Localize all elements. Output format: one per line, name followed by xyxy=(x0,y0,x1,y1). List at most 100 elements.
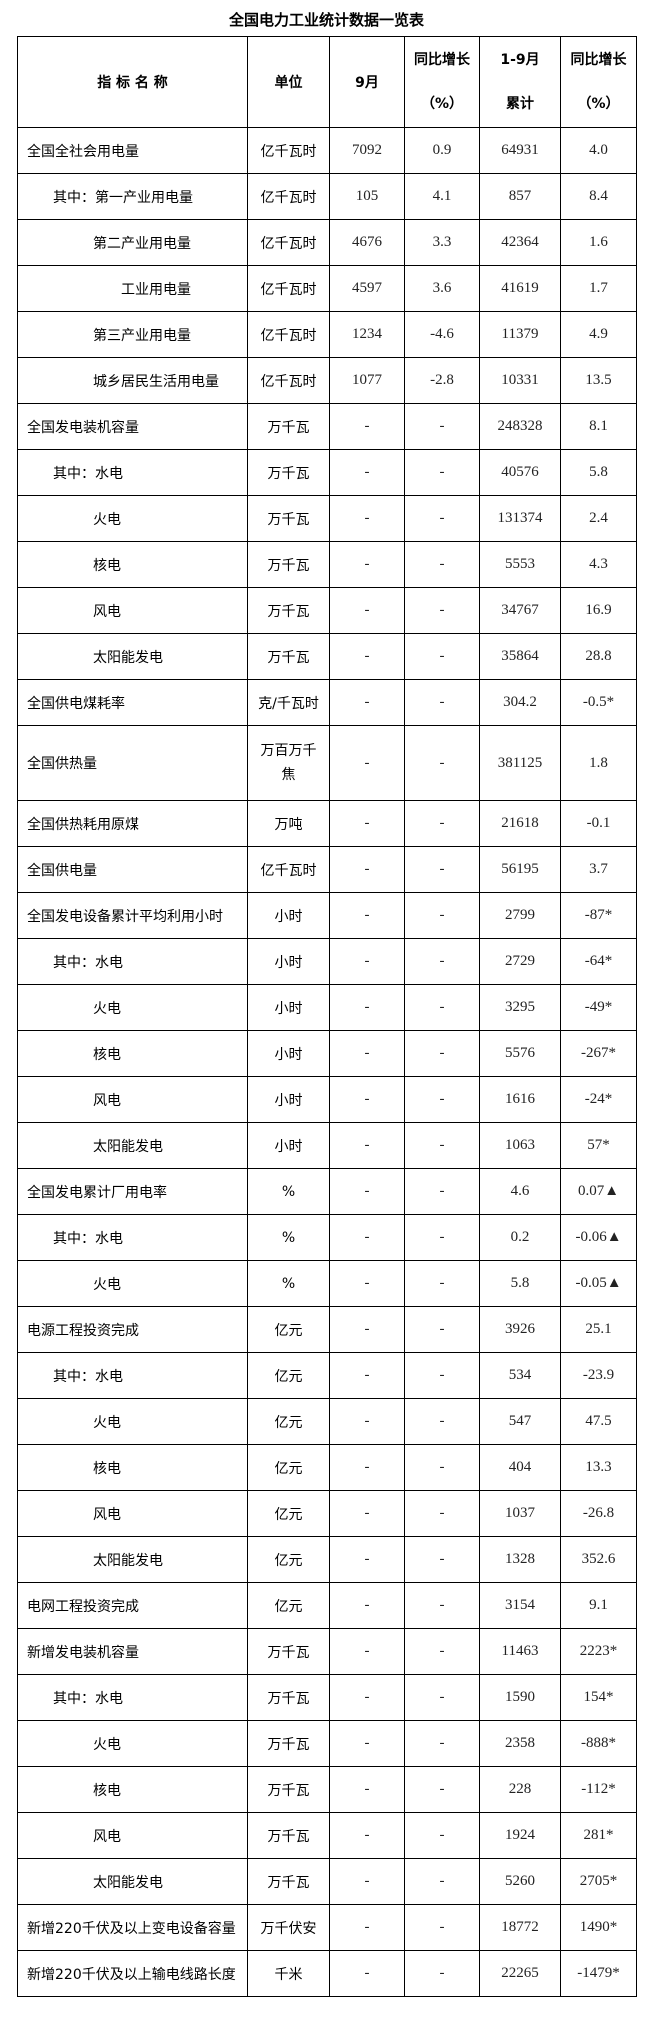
cumulative-yoy-value: 1.6 xyxy=(560,219,637,266)
month-value: - xyxy=(329,1858,405,1905)
indicator-name: 风电 xyxy=(17,1490,248,1537)
month-value: - xyxy=(329,679,405,726)
unit-cell: 亿元 xyxy=(247,1536,330,1583)
cumulative-value: 131374 xyxy=(479,495,561,542)
month-yoy-value: - xyxy=(404,1306,480,1353)
table-row: 太阳能发电 万千瓦 - -5260 2705* xyxy=(17,1858,637,1905)
unit-cell: 万千瓦 xyxy=(247,495,330,542)
indicator-name: 第三产业用电量 xyxy=(17,311,248,358)
cumulative-yoy-value: 8.1 xyxy=(560,403,637,450)
table-row: 第三产业用电量 亿千瓦时 1234 -4.6 11379 4.9 xyxy=(17,311,637,358)
cumulative-value: 5553 xyxy=(479,541,561,588)
unit-cell: 万千瓦 xyxy=(247,1674,330,1721)
cumulative-yoy-value: -0.05▲ xyxy=(560,1260,637,1307)
indicator-name: 其中：水电 xyxy=(17,449,248,496)
cumulative-yoy-value: 4.9 xyxy=(560,311,637,358)
cumulative-yoy-value: -24* xyxy=(560,1076,637,1123)
month-value: - xyxy=(329,403,405,450)
table-row: 风电 小时 - -1616 -24* xyxy=(17,1076,637,1123)
unit-cell: 亿千瓦时 xyxy=(247,219,330,266)
table-row: 太阳能发电 亿元 - -1328 352.6 xyxy=(17,1536,637,1583)
unit-cell: 亿元 xyxy=(247,1444,330,1491)
month-value: - xyxy=(329,1536,405,1583)
cumulative-value: 534 xyxy=(479,1352,561,1399)
table-row: 太阳能发电 万千瓦 - -35864 28.8 xyxy=(17,633,637,680)
month-value: - xyxy=(329,449,405,496)
cumulative-yoy-value: -1479* xyxy=(560,1950,637,1997)
cumulative-yoy-value: -87* xyxy=(560,892,637,939)
month-yoy-value: - xyxy=(404,1122,480,1169)
cumulative-yoy-value: -888* xyxy=(560,1720,637,1767)
month-value: 1234 xyxy=(329,311,405,358)
month-value: - xyxy=(329,1444,405,1491)
cumulative-yoy-value: -49* xyxy=(560,984,637,1031)
cumulative-value: 304.2 xyxy=(479,679,561,726)
month-value: - xyxy=(329,1076,405,1123)
cumulative-value: 0.2 xyxy=(479,1214,561,1261)
cumulative-yoy-value: 1.8 xyxy=(560,725,637,801)
unit-cell: 亿元 xyxy=(247,1352,330,1399)
unit-cell: 万千伏安 xyxy=(247,1904,330,1951)
unit-cell: 亿元 xyxy=(247,1582,330,1629)
unit-cell: 万吨 xyxy=(247,800,330,847)
statistics-table: 指 标 名 称 单位 9月 同比增长 （%） 1-9月 累计 同比增长 （%） 全国全… xyxy=(17,36,637,1997)
indicator-name: 全国发电装机容量 xyxy=(17,403,248,450)
cumulative-value: 2729 xyxy=(479,938,561,985)
cumulative-value: 56195 xyxy=(479,846,561,893)
table-row: 全国供电量 亿千瓦时 - -56195 3.7 xyxy=(17,846,637,893)
month-yoy-value: -4.6 xyxy=(404,311,480,358)
table-header-row: 指 标 名 称 单位 9月 同比增长 （%） 1-9月 累计 同比增长 （%） xyxy=(17,36,637,128)
unit-cell: % xyxy=(247,1214,330,1261)
month-yoy-value: 3.3 xyxy=(404,219,480,266)
month-value: 105 xyxy=(329,173,405,220)
indicator-name: 太阳能发电 xyxy=(17,1858,248,1905)
unit-cell: % xyxy=(247,1168,330,1215)
indicator-name: 火电 xyxy=(17,1398,248,1445)
unit-cell: 小时 xyxy=(247,892,330,939)
cumulative-yoy-value: 8.4 xyxy=(560,173,637,220)
cumulative-yoy-value: 4.0 xyxy=(560,127,637,174)
indicator-name: 火电 xyxy=(17,984,248,1031)
unit-line1: 万百万千 xyxy=(260,743,317,759)
month-yoy-value: - xyxy=(404,1582,480,1629)
table-row: 全国发电装机容量 万千瓦 - -248328 8.1 xyxy=(17,403,637,450)
month-yoy-value: - xyxy=(404,1674,480,1721)
unit-cell: 万千瓦 xyxy=(247,1858,330,1905)
indicator-name: 城乡居民生活用电量 xyxy=(17,357,248,404)
indicator-name: 其中：水电 xyxy=(17,938,248,985)
cumulative-value: 547 xyxy=(479,1398,561,1445)
month-yoy-value: 4.1 xyxy=(404,173,480,220)
table-row: 全国全社会用电量 亿千瓦时 7092 0.9 64931 4.0 xyxy=(17,127,637,174)
cumulative-value: 2358 xyxy=(479,1720,561,1767)
month-value: 4676 xyxy=(329,219,405,266)
month-yoy-value: - xyxy=(404,892,480,939)
table-row: 火电 万千瓦 - -131374 2.4 xyxy=(17,495,637,542)
month-yoy-value: - xyxy=(404,403,480,450)
month-yoy-value: - xyxy=(404,587,480,634)
cumulative-value: 34767 xyxy=(479,587,561,634)
unit-cell: 小时 xyxy=(247,1030,330,1077)
month-yoy-value: - xyxy=(404,1950,480,1997)
cumulative-value: 1328 xyxy=(479,1536,561,1583)
month-value: 4597 xyxy=(329,265,405,312)
month-value: - xyxy=(329,495,405,542)
month-value: - xyxy=(329,1628,405,1675)
cumulative-yoy-value: 2223* xyxy=(560,1628,637,1675)
header-month-yoy-line1: 同比增长 xyxy=(414,52,470,68)
table-row: 全国发电设备累计平均利用小时 小时 - -2799 -87* xyxy=(17,892,637,939)
table-row: 全国发电累计厂用电率% - -4.6 0.07▲ xyxy=(17,1168,637,1215)
table-row: 火电 小时 - -3295 -49* xyxy=(17,984,637,1031)
month-yoy-value: - xyxy=(404,1398,480,1445)
month-yoy-value: - xyxy=(404,495,480,542)
month-value: - xyxy=(329,1306,405,1353)
indicator-name: 风电 xyxy=(17,1076,248,1123)
unit-cell: 万千瓦 xyxy=(247,1720,330,1767)
month-value: - xyxy=(329,1122,405,1169)
header-cumulative: 1-9月 累计 xyxy=(479,36,561,128)
cumulative-value: 5260 xyxy=(479,1858,561,1905)
month-value: - xyxy=(329,1168,405,1215)
cumulative-value: 40576 xyxy=(479,449,561,496)
table-row: 核电 亿元 - -404 13.3 xyxy=(17,1444,637,1491)
indicator-name: 核电 xyxy=(17,1444,248,1491)
cumulative-value: 22265 xyxy=(479,1950,561,1997)
